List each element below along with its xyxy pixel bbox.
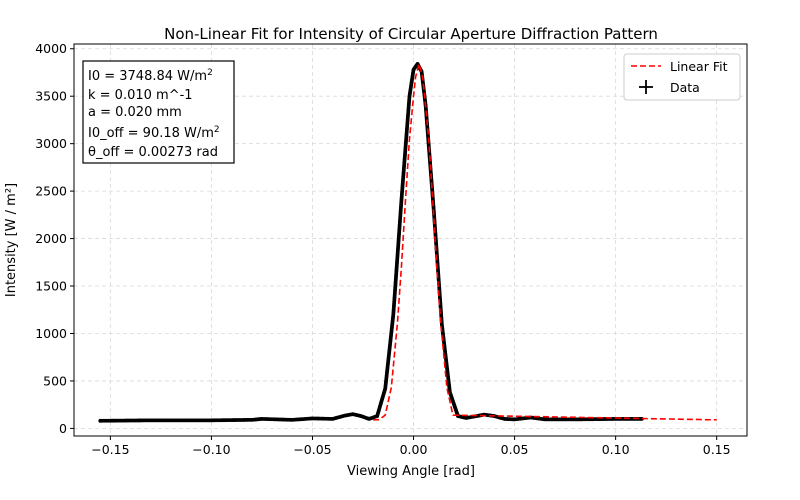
x-tick-label: 0.05 <box>501 442 529 457</box>
plot-area <box>98 62 717 423</box>
legend: Linear Fit Data <box>623 53 741 101</box>
x-axis-label: Viewing Angle [rad] <box>347 464 475 479</box>
x-tick-label: 0.00 <box>400 442 428 457</box>
y-tick-label: 2500 <box>35 184 67 199</box>
legend-data-label: Data <box>670 80 700 95</box>
y-tick-label: 2000 <box>35 231 67 246</box>
y-tick-label: 3000 <box>35 136 67 151</box>
x-axis-ticks: −0.15 −0.10 −0.05 0.00 0.05 0.10 0.15 <box>91 436 731 457</box>
x-tick-label: 0.10 <box>602 442 630 457</box>
plot-frame <box>73 43 748 437</box>
chart-title: Non-Linear Fit for Intensity of Circular… <box>164 25 658 43</box>
fit-annotation-box: I0 = 3748.84 W/m2 k = 0.010 m^-1 a = 0.0… <box>82 60 235 164</box>
annotation-line-a: a = 0.020 mm <box>88 105 182 120</box>
y-tick-label: 1500 <box>35 279 67 294</box>
x-tick-label: −0.15 <box>91 442 129 457</box>
annotation-line-i0-off: I0_off = 90.18 W/m2 <box>88 125 220 141</box>
y-axis-ticks: 0 500 1000 1500 2000 2500 3000 3500 4000 <box>35 41 74 436</box>
x-tick-label: −0.10 <box>192 442 230 457</box>
data-series <box>98 62 644 423</box>
y-axis-label: Intensity [W / m²] <box>4 183 19 297</box>
y-tick-label: 3500 <box>35 89 67 104</box>
legend-fit-label: Linear Fit <box>670 59 728 74</box>
annotation-line-k: k = 0.010 m^-1 <box>88 88 193 103</box>
y-tick-label: 4000 <box>35 41 67 56</box>
y-tick-label: 1000 <box>35 326 67 341</box>
legend-data-swatch <box>639 80 653 94</box>
y-tick-label: 500 <box>43 373 67 388</box>
annotation-line-theta-off: θ_off = 0.00273 rad <box>88 145 218 160</box>
x-tick-label: 0.15 <box>703 442 731 457</box>
annotation-line-i0: I0 = 3748.84 W/m2 <box>88 68 213 84</box>
y-tick-label: 0 <box>59 421 67 436</box>
x-tick-label: −0.05 <box>293 442 331 457</box>
fit-curve-line <box>373 63 717 421</box>
